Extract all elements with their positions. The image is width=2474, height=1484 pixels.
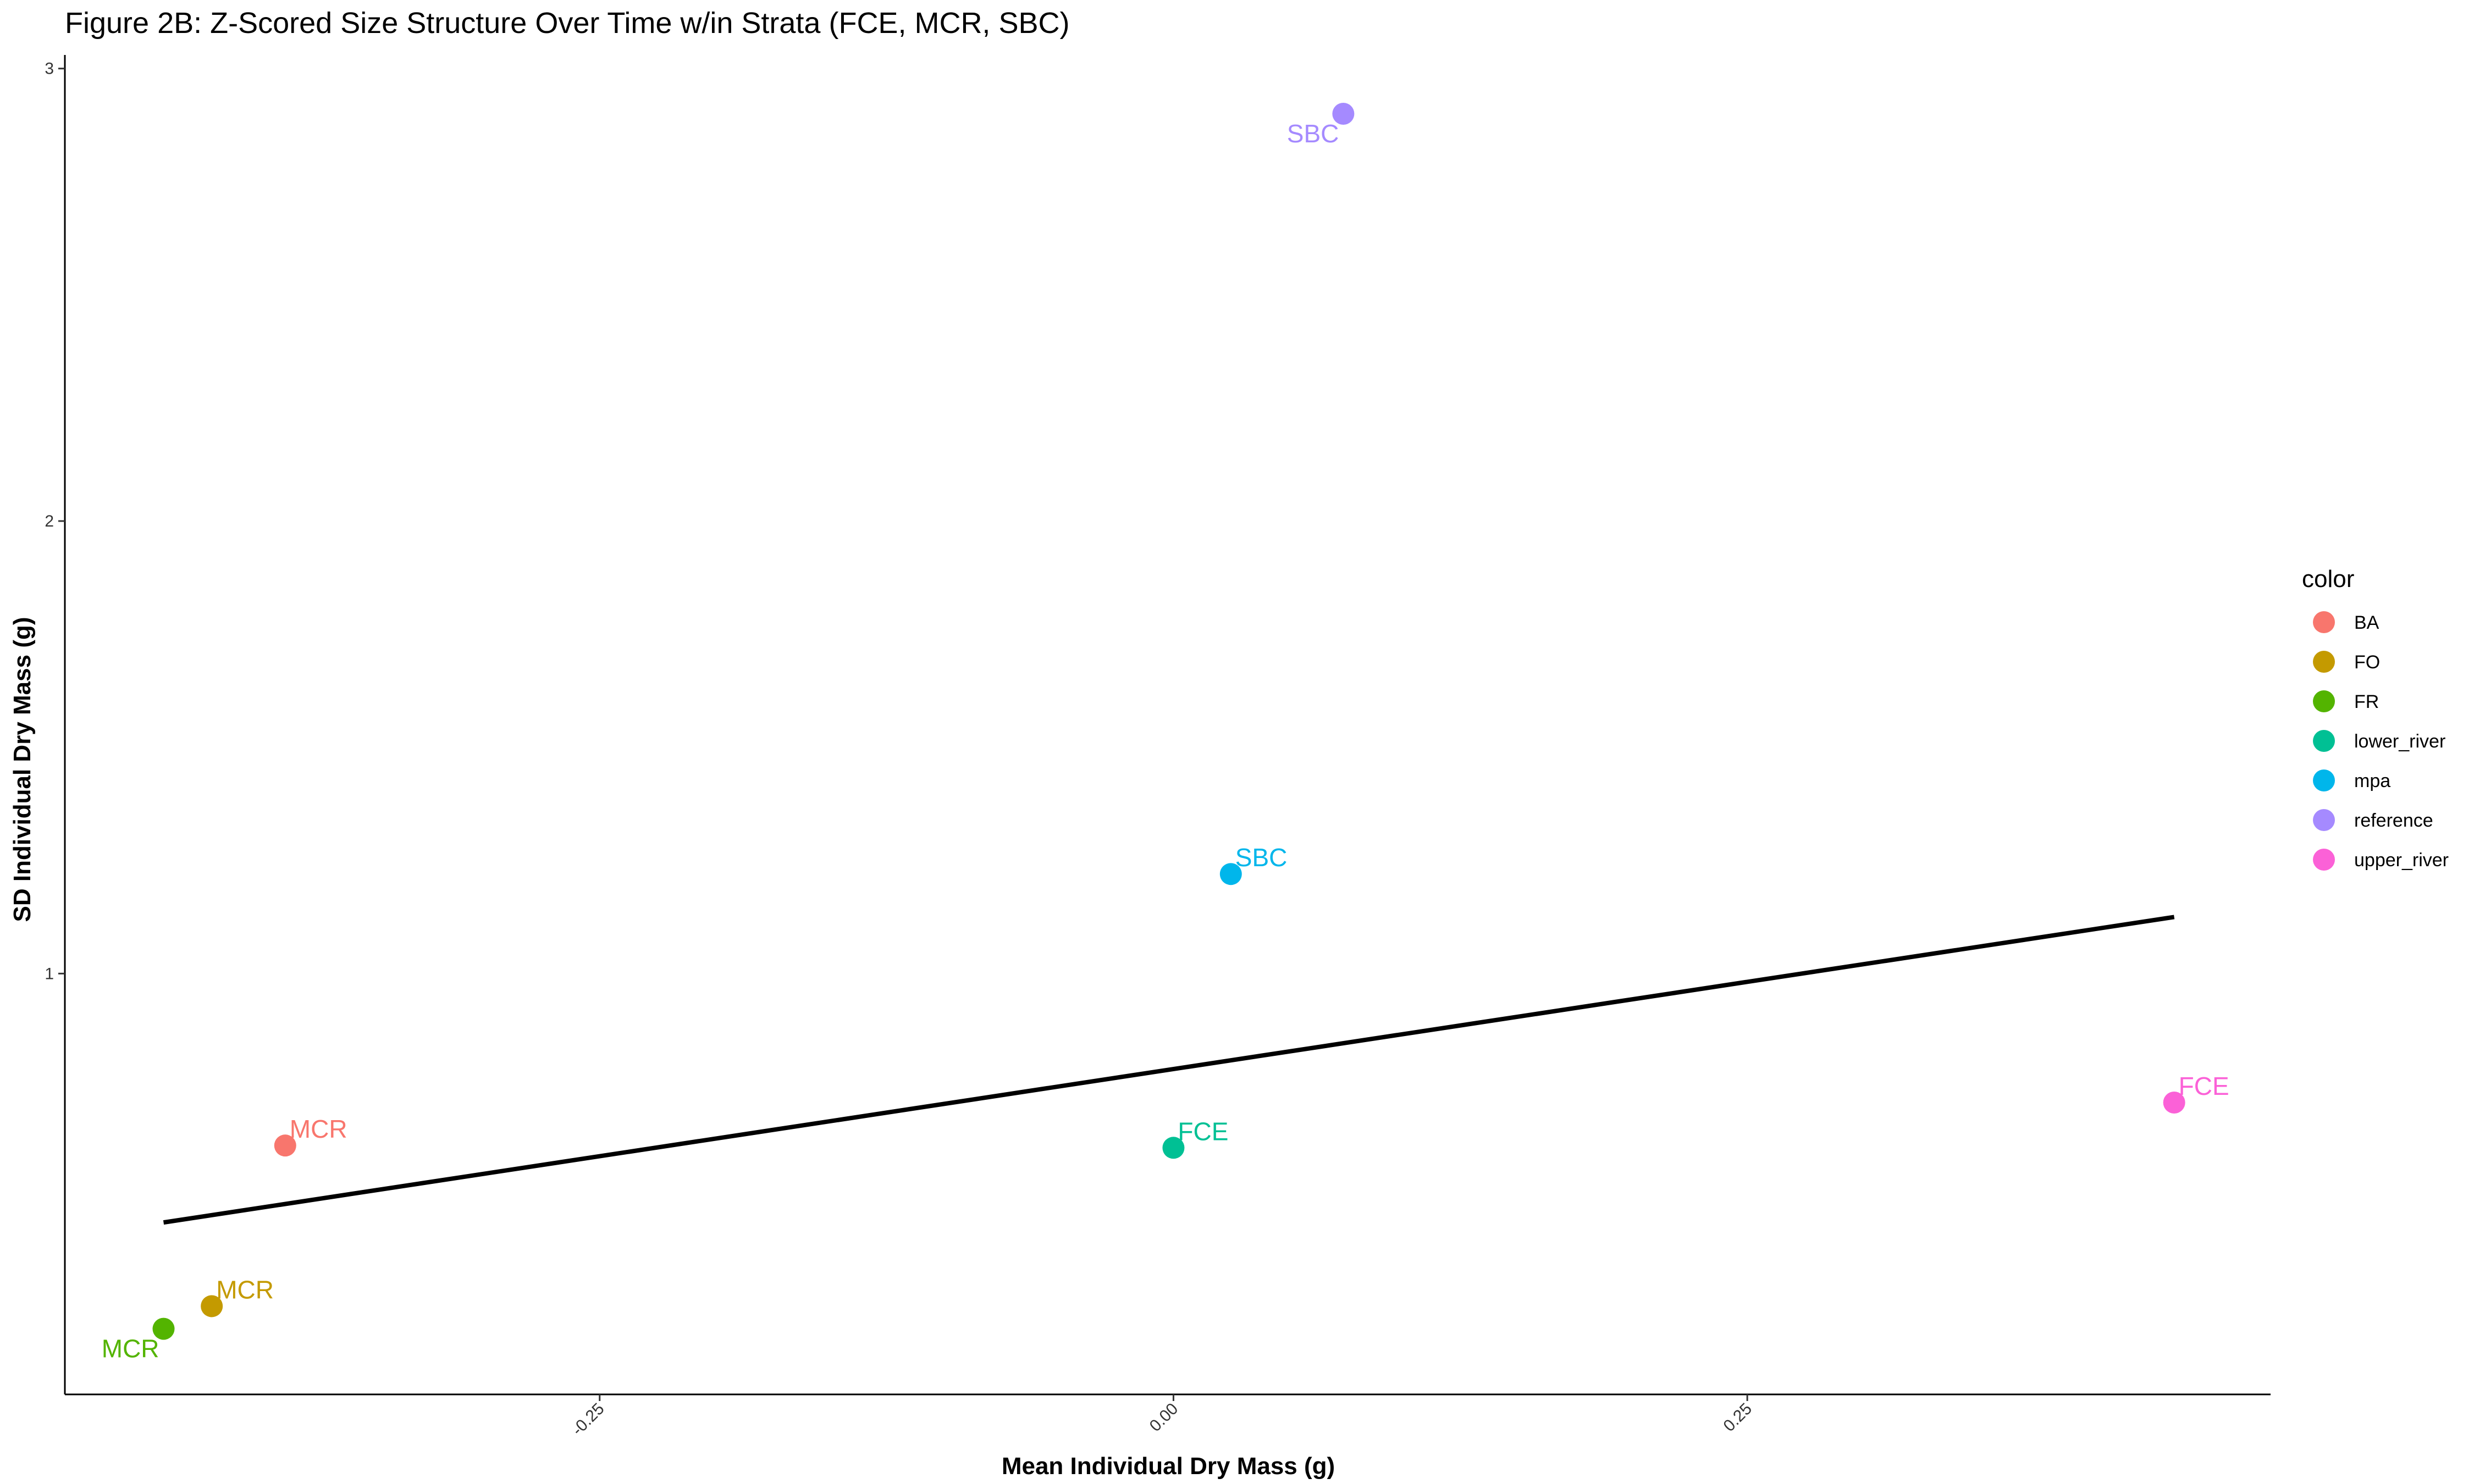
x-tick-label: 0.00 [1146, 1400, 1182, 1436]
axes: 1 2 3 -0.25 0.00 0.25 [45, 55, 2271, 1439]
legend-key-lower-river [2313, 730, 2335, 752]
legend-key-upper-river [2313, 849, 2335, 871]
chart-title: Figure 2B: Z-Scored Size Structure Over … [65, 7, 1069, 40]
legend-label: BA [2354, 612, 2379, 633]
point-label: SBC [1235, 843, 1288, 872]
legend-key-FO [2313, 651, 2335, 673]
trend-line [163, 915, 2175, 1225]
point-label: FCE [2179, 1072, 2229, 1100]
legend-key-BA [2313, 611, 2335, 633]
legend-label: lower_river [2354, 731, 2445, 752]
y-axis-title: SD Individual Dry Mass (g) [9, 617, 36, 922]
y-tick-label: 3 [45, 60, 54, 78]
legend-label: upper_river [2354, 850, 2449, 871]
legend-key-mpa [2313, 769, 2335, 791]
legend-label: FO [2354, 652, 2380, 673]
data-point-BA [274, 1134, 296, 1157]
data-point-reference [1332, 103, 1355, 125]
data-point-FR [152, 1317, 175, 1340]
data-point-mpa [1219, 863, 1242, 885]
x-tick-label: -0.25 [568, 1400, 608, 1439]
x-tick-label: 0.25 [1720, 1400, 1755, 1436]
legend-key-reference [2313, 809, 2335, 831]
point-label: SBC [1287, 119, 1339, 148]
data-point-lower-river [1162, 1137, 1185, 1159]
x-axis-title: Mean Individual Dry Mass (g) [1002, 1453, 1335, 1480]
point-label: MCR [290, 1115, 347, 1143]
point-label: FCE [1178, 1117, 1228, 1145]
point-label: MCR [102, 1335, 159, 1363]
data-points [152, 103, 2185, 1340]
legend-title: color [2302, 566, 2354, 593]
y-tick-label: 1 [45, 965, 54, 983]
y-tick-label: 2 [45, 512, 54, 530]
legend-key-FR [2313, 690, 2335, 712]
legend-label: FR [2354, 691, 2379, 712]
data-point-FO [201, 1295, 223, 1317]
legend-label: mpa [2354, 771, 2390, 791]
legend-label: reference [2354, 810, 2433, 831]
trend-layer [163, 915, 2175, 1225]
point-label: MCR [216, 1275, 274, 1304]
point-labels: MCR MCR MCR FCE SBC SBC FCE [102, 119, 2229, 1363]
data-point-upper-river [2163, 1091, 2185, 1114]
